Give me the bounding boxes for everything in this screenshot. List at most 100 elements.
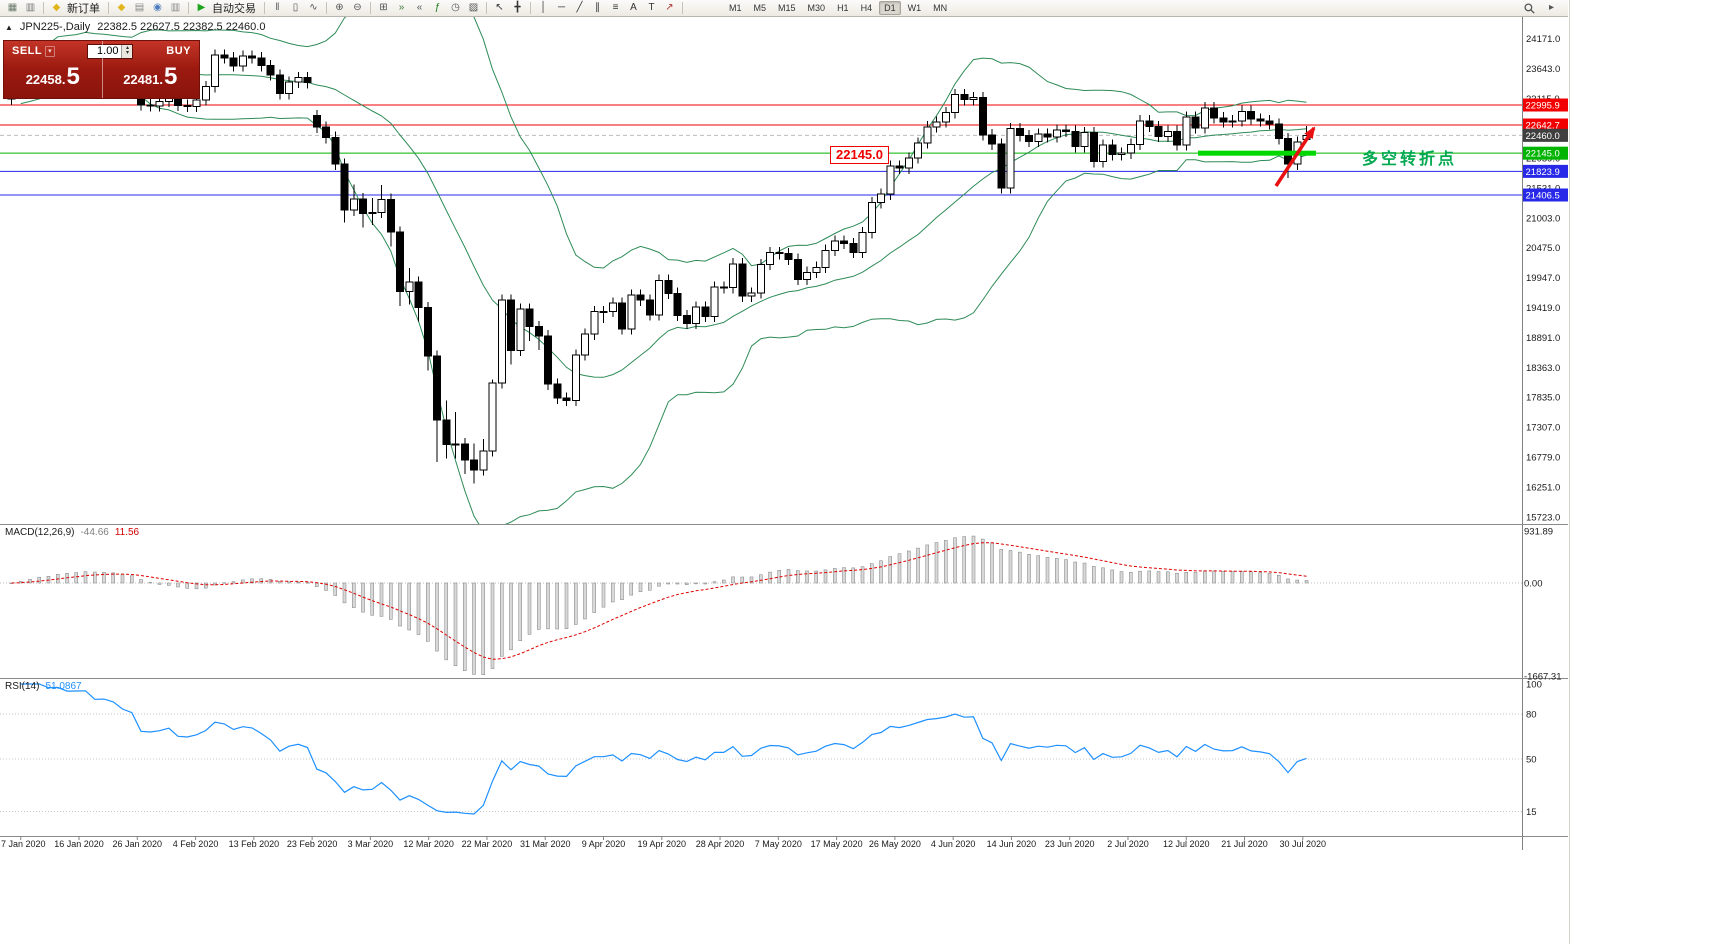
cursor-icon: ↖ xyxy=(495,2,504,13)
macd-signal-value: 11.56 xyxy=(114,527,140,538)
sell-label: SELL xyxy=(12,45,43,57)
svg-text:16 Jan 2020: 16 Jan 2020 xyxy=(54,839,104,849)
tile-windows-icon: ⊞ xyxy=(379,2,388,13)
volume-down-icon[interactable]: ▾ xyxy=(125,50,129,56)
svg-text:17835.0: 17835.0 xyxy=(1526,393,1560,404)
timeframe-M1[interactable]: M1 xyxy=(729,3,742,13)
line-chart-mode-button[interactable]: ∿ xyxy=(305,1,322,15)
chart-canvas[interactable]: 24171.023643.023115.022587.022059.021531… xyxy=(0,0,1568,944)
periods-button[interactable]: ◷ xyxy=(447,1,464,15)
svg-text:80: 80 xyxy=(1526,710,1537,721)
volume-up-icon[interactable]: ▴ xyxy=(125,45,129,51)
rsi-indicator-label: RSI(14) 51.0867 xyxy=(5,681,82,692)
support-line-segment[interactable] xyxy=(1198,150,1316,156)
arrows-tool-button[interactable]: ↗ xyxy=(661,1,678,15)
search-button[interactable] xyxy=(1522,1,1537,15)
fibonacci-icon: ≡ xyxy=(612,2,619,13)
svg-text:15723.0: 15723.0 xyxy=(1526,512,1560,523)
autotrading-icon: ▶ xyxy=(197,2,206,13)
timeframe-W1[interactable]: W1 xyxy=(907,3,922,13)
toolbar-separator xyxy=(43,2,44,14)
candlestick-mode-icon: ▯ xyxy=(292,2,299,13)
volume-value[interactable]: 1.00 xyxy=(97,45,119,57)
timeframe-H1[interactable]: H1 xyxy=(837,3,849,13)
data-window-button[interactable]: ▤ xyxy=(131,1,148,15)
fibonacci-button[interactable]: ≡ xyxy=(607,1,624,15)
timeframe-M15[interactable]: M15 xyxy=(778,3,796,13)
mt4-window: 24171.023643.023115.022587.022059.021531… xyxy=(0,0,1570,944)
timeframe-MN[interactable]: MN xyxy=(933,3,948,13)
market-watch-icon: ◆ xyxy=(117,2,126,13)
templates-icon: ▨ xyxy=(468,2,479,13)
svg-text:23 Feb 2020: 23 Feb 2020 xyxy=(287,839,338,849)
toolbar-right-group: ▸ xyxy=(1522,1,1564,15)
chart-title: ▲ JPN225-,Daily 22382.5 22627.5 22382.5 … xyxy=(5,21,265,33)
collapse-panel-icon[interactable]: ▲ xyxy=(5,22,13,32)
svg-text:12 Mar 2020: 12 Mar 2020 xyxy=(403,839,454,849)
text-icon: A xyxy=(630,2,637,13)
tile-windows-button[interactable]: ⊞ xyxy=(375,1,392,15)
sell-button[interactable]: 22458. 5 xyxy=(4,61,102,98)
timeframe-M30[interactable]: M30 xyxy=(807,3,826,13)
text-label-button[interactable]: T xyxy=(643,1,660,15)
indicators-button[interactable]: ƒ xyxy=(429,1,446,15)
volume-stepper[interactable]: ▴ ▾ xyxy=(121,44,133,58)
timeframe-M5[interactable]: M5 xyxy=(753,3,767,13)
svg-text:7 Jan 2020: 7 Jan 2020 xyxy=(1,839,46,849)
zoom-in-button[interactable]: ⊕ xyxy=(331,1,348,15)
zoom-out-button[interactable]: ⊖ xyxy=(349,1,366,15)
volume-input[interactable]: 1.00 ▴ ▾ xyxy=(87,43,134,59)
svg-text:50: 50 xyxy=(1526,755,1537,766)
terminal-button[interactable]: ▥ xyxy=(167,1,184,15)
vertical-line-button[interactable]: │ xyxy=(535,1,552,15)
templates-button[interactable]: ▨ xyxy=(465,1,482,15)
svg-text:28 Apr 2020: 28 Apr 2020 xyxy=(696,839,745,849)
buy-button[interactable]: 22481. 5 xyxy=(102,61,200,98)
new-order-button[interactable]: ◆ xyxy=(48,1,65,15)
svg-text:100: 100 xyxy=(1526,680,1542,691)
chart-shift-button[interactable]: « xyxy=(411,1,428,15)
search-icon xyxy=(1524,2,1535,14)
trade-panel-price-row: 22458. 5 22481. 5 xyxy=(4,61,199,98)
timeframe-H4[interactable]: H4 xyxy=(860,3,873,13)
candlestick-mode-button[interactable]: ▯ xyxy=(287,1,304,15)
bar-chart-mode-button[interactable]: ‖ xyxy=(269,1,286,15)
rsi-pane xyxy=(0,683,1522,815)
sell-dropdown-icon[interactable]: ▾ xyxy=(45,45,55,57)
svg-text:22460.0: 22460.0 xyxy=(1526,131,1560,142)
equidistant-channel-button[interactable]: ∥ xyxy=(589,1,606,15)
svg-text:4 Jun 2020: 4 Jun 2020 xyxy=(931,839,976,849)
svg-text:26 May 2020: 26 May 2020 xyxy=(869,839,921,849)
toolbar-separator xyxy=(108,2,109,14)
macd-name: MACD(12,26,9) xyxy=(5,527,75,538)
new-chart-button[interactable]: ▦ xyxy=(4,1,21,15)
toolbar-separator xyxy=(486,2,487,14)
zoom-in-icon: ⊕ xyxy=(335,2,344,13)
svg-text:22995.9: 22995.9 xyxy=(1526,101,1560,112)
text-button[interactable]: A xyxy=(625,1,642,15)
cursor-button[interactable]: ↖ xyxy=(491,1,508,15)
svg-text:26 Jan 2020: 26 Jan 2020 xyxy=(113,839,163,849)
navigator-button[interactable]: ◉ xyxy=(149,1,166,15)
autotrading-button[interactable]: ▶ xyxy=(193,1,210,15)
navigator-icon: ◉ xyxy=(153,2,162,13)
crosshair-button[interactable]: ╋ xyxy=(509,1,526,15)
profiles-button[interactable]: ▥ xyxy=(22,1,39,15)
trend-note[interactable]: 多空转折点 xyxy=(1362,151,1458,168)
timeframe-D1[interactable]: D1 xyxy=(879,1,901,15)
svg-text:21003.0: 21003.0 xyxy=(1526,213,1560,224)
price-annotation-label[interactable]: 22145.0 xyxy=(830,146,889,164)
buy-price-big-digit: 5 xyxy=(163,63,178,90)
buy-price: 22481. xyxy=(123,72,163,87)
new-chart-icon: ▦ xyxy=(7,2,18,13)
auto-scroll-button[interactable]: » xyxy=(393,1,410,15)
horizontal-line-button[interactable]: ─ xyxy=(553,1,570,15)
trend-arrow[interactable] xyxy=(1274,126,1316,187)
trendline-button[interactable]: ╱ xyxy=(571,1,588,15)
market-watch-button[interactable]: ◆ xyxy=(113,1,130,15)
auto-scroll-icon: » xyxy=(398,2,405,13)
toolbar-separator xyxy=(326,2,327,14)
svg-text:-1667.31: -1667.31 xyxy=(1524,672,1562,683)
toolbar-overflow-button[interactable]: ▸ xyxy=(1544,1,1559,15)
